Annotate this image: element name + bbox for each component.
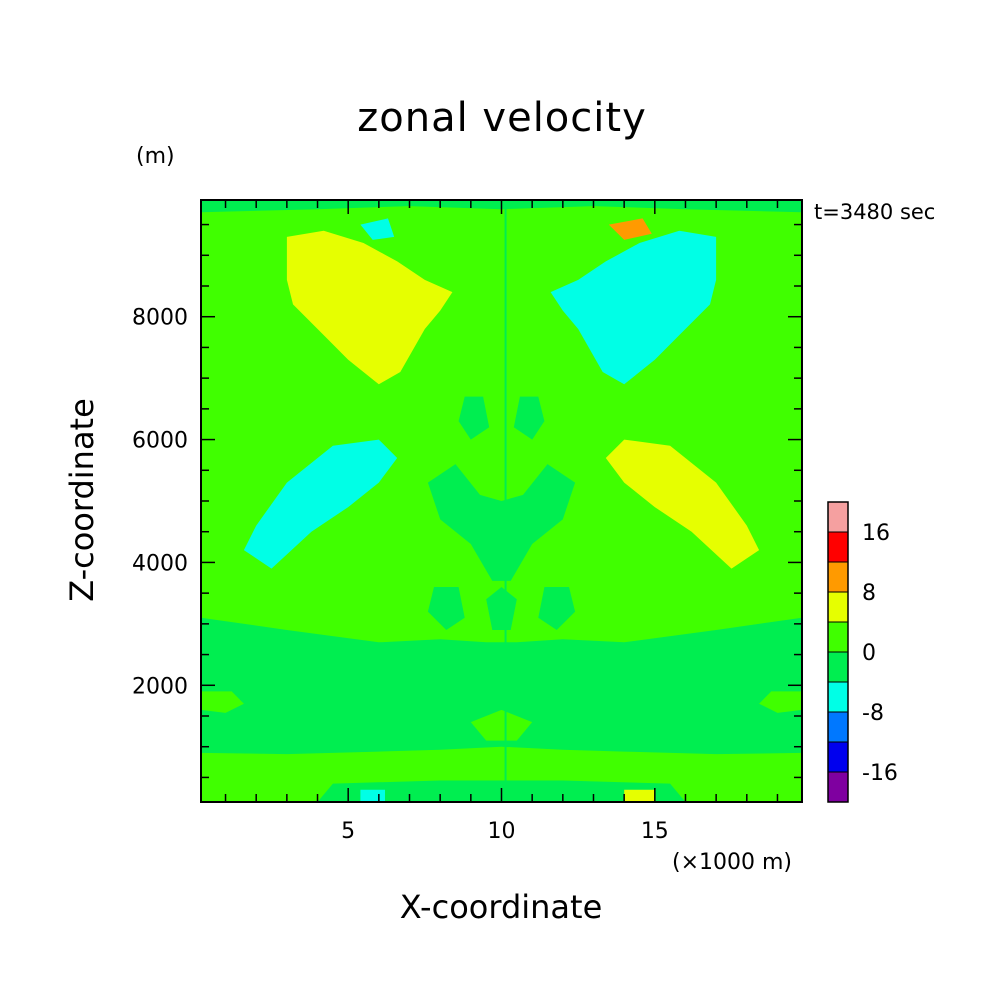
contour-patch-left-edge (201, 691, 244, 713)
contour-spot-top-orange (608, 218, 652, 240)
contour-center-seam (504, 200, 507, 802)
contour-blob-right-lower (538, 587, 576, 630)
colorbar-swatch (827, 771, 849, 803)
contour-spot-bottom-cyan (360, 789, 385, 802)
contour-spot-top-cyan (360, 218, 395, 240)
colorbar-label: 0 (862, 641, 876, 666)
time-label: t=3480 sec (814, 200, 936, 224)
x-tick-label: 10 (488, 819, 516, 844)
contour-blob-left-lower (427, 587, 465, 630)
contour-blob-right-upper (513, 396, 545, 440)
colorbar-swatch (827, 651, 849, 683)
x-tick-label: 15 (641, 819, 669, 844)
contour-lobe-upper-right-negative (550, 230, 717, 385)
contour-blob-left-upper (458, 396, 490, 440)
contour-field (201, 200, 802, 802)
colorbar-swatch (827, 561, 849, 593)
colorbar-swatch (827, 531, 849, 563)
colorbar-swatch (827, 501, 849, 533)
contour-lobe-mid-left-negative (243, 439, 398, 569)
y-tick-label: 4000 (132, 551, 188, 576)
contour-column-mid (427, 464, 576, 581)
y-axis-unit: (m) (136, 144, 175, 169)
contour-lobe-upper-left-positive (286, 230, 453, 385)
colorbar-swatch (827, 681, 849, 713)
x-axis-ticks: 5 10 15 (224, 200, 779, 844)
colorbar: 16 8 0 -8 -16 (827, 501, 898, 803)
contour-patch-right-edge (759, 691, 802, 713)
colorbar-frame (827, 501, 849, 803)
colorbar-swatch (827, 711, 849, 743)
x-axis-unit: (×1000 m) (672, 850, 793, 875)
x-tick-label: 5 (341, 819, 355, 844)
contour-spot-bottom-yellow (624, 789, 655, 802)
colorbar-swatch (827, 741, 849, 773)
y-axis-ticks: 2000 4000 6000 8000 (132, 223, 802, 779)
colorbar-label: 8 (862, 581, 876, 606)
contour-lobe-mid-right-positive (605, 439, 760, 569)
x-axis-label: X-coordinate (399, 888, 603, 926)
y-tick-label: 2000 (132, 674, 188, 699)
colorbar-label: -16 (862, 761, 898, 786)
contour-patch-center-low (470, 709, 533, 741)
colorbar-swatch (827, 591, 849, 623)
colorbar-label: 16 (862, 521, 890, 546)
contour-column-lower (486, 587, 517, 630)
colorbar-label: -8 (862, 701, 884, 726)
y-tick-label: 6000 (132, 429, 188, 454)
contour-band-low-weak-negative (201, 617, 802, 755)
y-tick-label: 8000 (132, 306, 188, 331)
chart-title: zonal velocity (357, 95, 647, 141)
colorbar-swatch (827, 621, 849, 653)
